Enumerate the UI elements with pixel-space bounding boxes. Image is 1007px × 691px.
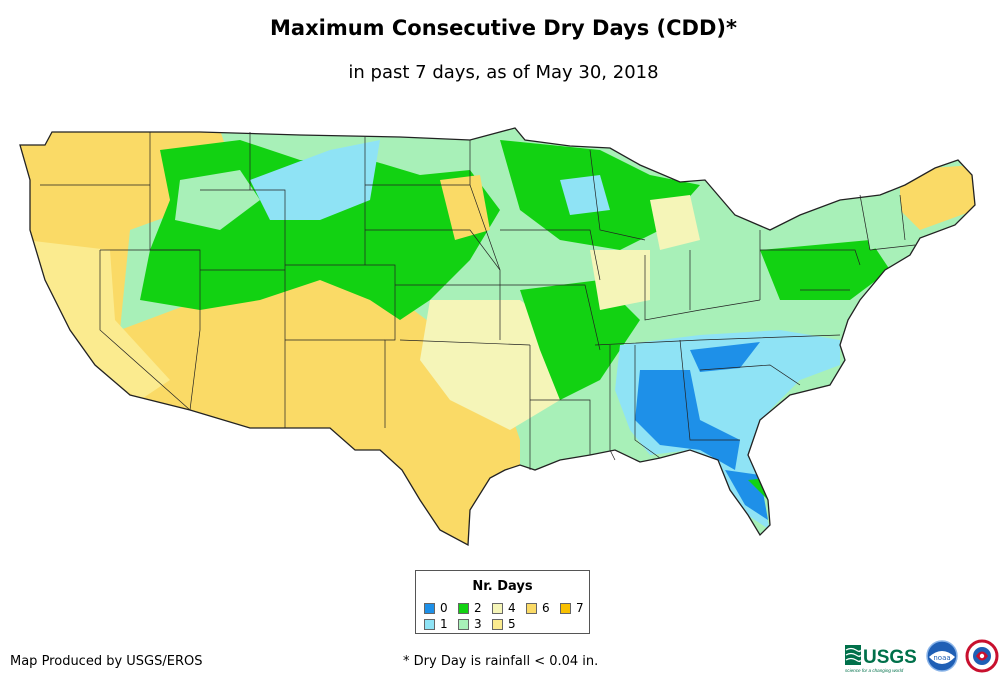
usgs-wordmark: USGS	[863, 647, 917, 668]
legend-label: 4	[508, 601, 516, 615]
legend-item-7: 7	[560, 601, 584, 615]
legend-item-6: 6	[526, 601, 550, 615]
cdd-0-alabama-georgia	[635, 370, 740, 470]
legend-swatch	[458, 602, 469, 614]
legend-item-0: 0	[424, 601, 448, 615]
dry-day-footnote: * Dry Day is rainfall < 0.04 in.	[403, 654, 599, 669]
legend-label: 1	[440, 617, 448, 631]
agency-logos: USGS science for a changing world noaa	[845, 639, 999, 673]
legend: Nr. Days 0 1 2 3 4 5 6 7	[415, 570, 590, 634]
cdd-1-wyoming	[250, 140, 380, 220]
weather-service-logo	[965, 639, 999, 673]
map-subtitle: in past 7 days, as of May 30, 2018	[348, 62, 659, 83]
legend-item-5: 5	[492, 617, 516, 631]
cdd-2-mississippi	[520, 280, 640, 400]
legend-item-1: 1	[424, 617, 448, 631]
noaa-logo: noaa	[926, 640, 958, 672]
legend-swatch	[492, 618, 503, 630]
cdd-3-new-england	[860, 195, 905, 250]
legend-swatch	[492, 602, 503, 614]
legend-swatch	[424, 618, 435, 630]
legend-item-3: 3	[458, 617, 482, 631]
legend-swatch	[526, 602, 537, 614]
legend-label: 2	[474, 601, 482, 615]
legend-label: 7	[576, 601, 584, 615]
cdd-6-dakota	[440, 175, 490, 240]
cdd-1-wisconsin	[560, 175, 610, 215]
cdd-4-michigan	[650, 195, 700, 250]
legend-label: 5	[508, 617, 516, 631]
legend-swatch	[424, 602, 435, 614]
cdd-4-central	[420, 300, 560, 430]
legend-swatch	[560, 602, 571, 614]
legend-item-4: 4	[492, 601, 516, 615]
cdd-2-appalachia	[760, 240, 890, 300]
legend-item-2: 2	[458, 601, 482, 615]
map-title: Maximum Consecutive Dry Days (CDD)*	[270, 16, 737, 40]
cdd-6-maine	[900, 165, 975, 230]
legend-swatch	[458, 618, 469, 630]
legend-title: Nr. Days	[472, 579, 533, 594]
usgs-logo: USGS science for a changing world	[845, 645, 917, 673]
cdd-3-idaho	[175, 170, 260, 230]
legend-label: 6	[542, 601, 550, 615]
map-credit: Map Produced by USGS/EROS	[10, 654, 203, 669]
cdd-4-illinois	[590, 250, 650, 310]
us-outline	[19, 127, 976, 547]
legend-label: 3	[474, 617, 482, 631]
usgs-tagline: science for a changing world	[845, 668, 904, 673]
noaa-wordmark: noaa	[933, 654, 950, 662]
state-boundaries	[40, 132, 916, 470]
cdd-0-tennessee	[690, 342, 760, 372]
legend-label: 0	[440, 601, 448, 615]
